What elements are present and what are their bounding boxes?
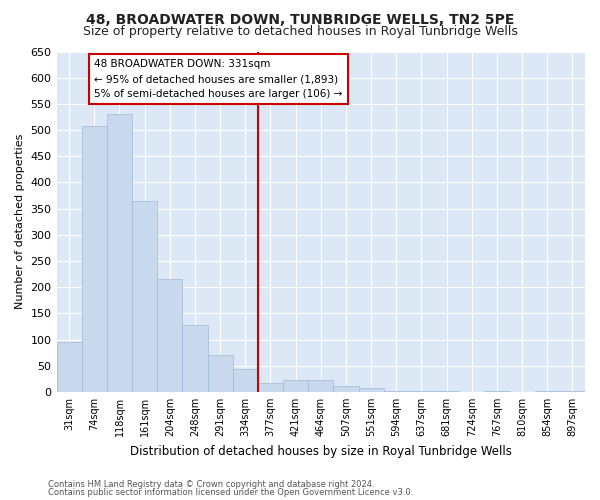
Bar <box>208 356 233 392</box>
Bar <box>56 342 82 392</box>
Bar <box>233 370 258 392</box>
Text: 48, BROADWATER DOWN, TUNBRIDGE WELLS, TN2 5PE: 48, BROADWATER DOWN, TUNBRIDGE WELLS, TN… <box>86 12 514 26</box>
Bar <box>334 386 359 392</box>
Text: Size of property relative to detached houses in Royal Tunbridge Wells: Size of property relative to detached ho… <box>83 25 517 38</box>
Bar <box>359 388 383 392</box>
Text: Contains public sector information licensed under the Open Government Licence v3: Contains public sector information licen… <box>48 488 413 497</box>
Bar <box>308 380 334 392</box>
Bar <box>82 126 107 392</box>
Bar <box>157 280 182 392</box>
X-axis label: Distribution of detached houses by size in Royal Tunbridge Wells: Distribution of detached houses by size … <box>130 444 512 458</box>
Bar <box>107 114 132 392</box>
Bar <box>258 382 283 392</box>
Bar <box>383 391 409 392</box>
Bar <box>182 325 208 392</box>
Bar <box>283 380 308 392</box>
Bar <box>434 391 459 392</box>
Text: Contains HM Land Registry data © Crown copyright and database right 2024.: Contains HM Land Registry data © Crown c… <box>48 480 374 489</box>
Bar <box>409 391 434 392</box>
Bar <box>132 201 157 392</box>
Bar <box>484 391 509 392</box>
Text: 48 BROADWATER DOWN: 331sqm
← 95% of detached houses are smaller (1,893)
5% of se: 48 BROADWATER DOWN: 331sqm ← 95% of deta… <box>94 60 343 99</box>
Y-axis label: Number of detached properties: Number of detached properties <box>15 134 25 310</box>
